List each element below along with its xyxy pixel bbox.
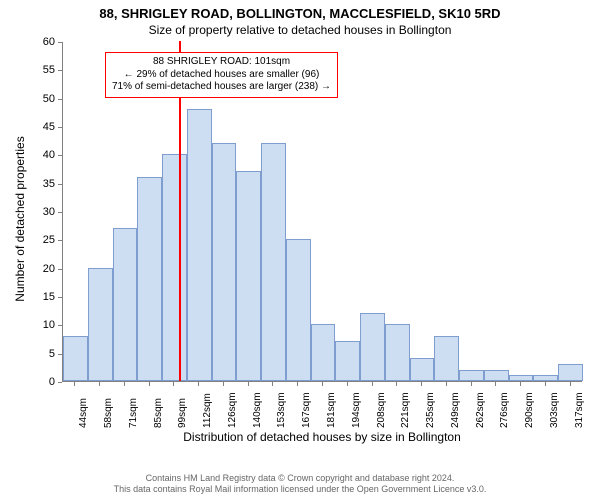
x-tick-mark xyxy=(347,382,348,386)
chart-area: Number of detached properties 0510152025… xyxy=(0,42,600,437)
x-tick-label: 249sqm xyxy=(450,392,461,428)
chart-container: 88, SHRIGLEY ROAD, BOLLINGTON, MACCLESFI… xyxy=(0,0,600,500)
x-tick-label: 194sqm xyxy=(351,392,362,428)
x-tick-label: 221sqm xyxy=(400,392,411,428)
x-tick-mark xyxy=(520,382,521,386)
annotation-line-2: ← 29% of detached houses are smaller (96… xyxy=(112,69,331,82)
footer-text: Contains HM Land Registry data © Crown c… xyxy=(0,473,600,496)
x-tick-label: 181sqm xyxy=(326,392,337,428)
bar xyxy=(212,143,237,381)
y-tick-label: 25 xyxy=(0,234,55,246)
bar xyxy=(385,324,410,381)
x-axis-label: Distribution of detached houses by size … xyxy=(62,430,582,444)
x-tick-label: 276sqm xyxy=(499,392,510,428)
bar xyxy=(360,313,385,381)
x-tick-label: 290sqm xyxy=(524,392,535,428)
page-title: 88, SHRIGLEY ROAD, BOLLINGTON, MACCLESFI… xyxy=(0,0,600,21)
x-tick-mark xyxy=(124,382,125,386)
x-tick-mark xyxy=(570,382,571,386)
y-tick-label: 45 xyxy=(0,121,55,133)
page-subtitle: Size of property relative to detached ho… xyxy=(0,21,600,37)
x-tick-mark xyxy=(272,382,273,386)
bar xyxy=(434,336,459,381)
bar xyxy=(187,109,212,381)
y-tick-label: 20 xyxy=(0,263,55,275)
x-tick-mark xyxy=(471,382,472,386)
y-tick-label: 60 xyxy=(0,36,55,48)
bar xyxy=(113,228,138,381)
bar xyxy=(558,364,583,381)
annotation-box: 88 SHRIGLEY ROAD: 101sqm ← 29% of detach… xyxy=(105,52,338,98)
x-tick-label: 112sqm xyxy=(202,393,213,428)
x-tick-label: 44sqm xyxy=(78,398,89,428)
bar xyxy=(261,143,286,381)
y-tick-label: 5 xyxy=(0,348,55,360)
x-tick-mark xyxy=(297,382,298,386)
y-tick-label: 40 xyxy=(0,149,55,161)
x-tick-label: 99sqm xyxy=(177,398,188,428)
y-tick-label: 30 xyxy=(0,206,55,218)
bar xyxy=(311,324,336,381)
bar xyxy=(484,370,509,381)
footer-line-2: This data contains Royal Mail informatio… xyxy=(0,484,600,496)
bar xyxy=(162,154,187,381)
y-tick-label: 10 xyxy=(0,319,55,331)
x-tick-label: 140sqm xyxy=(252,392,263,428)
x-tick-label: 71sqm xyxy=(128,398,139,428)
x-tick-mark xyxy=(396,382,397,386)
x-tick-label: 208sqm xyxy=(376,392,387,428)
bar xyxy=(137,177,162,381)
y-tick-label: 55 xyxy=(0,64,55,76)
bar xyxy=(286,239,311,381)
plot-region: 88 SHRIGLEY ROAD: 101sqm ← 29% of detach… xyxy=(62,42,582,382)
footer-line-1: Contains HM Land Registry data © Crown c… xyxy=(0,473,600,485)
x-tick-label: 235sqm xyxy=(425,392,436,428)
bar xyxy=(410,358,435,381)
x-tick-label: 85sqm xyxy=(153,398,164,428)
bar xyxy=(533,375,558,381)
x-tick-label: 303sqm xyxy=(549,392,560,428)
x-tick-mark xyxy=(372,382,373,386)
bar xyxy=(88,268,113,381)
bar xyxy=(63,336,88,381)
annotation-line-3: 71% of semi-detached houses are larger (… xyxy=(112,81,331,94)
y-tick-label: 35 xyxy=(0,178,55,190)
x-tick-label: 317sqm xyxy=(574,392,585,428)
y-tick-label: 0 xyxy=(0,376,55,388)
x-tick-mark xyxy=(198,382,199,386)
bar xyxy=(335,341,360,381)
x-tick-label: 126sqm xyxy=(227,392,238,428)
x-tick-label: 58sqm xyxy=(103,398,114,428)
x-tick-mark xyxy=(421,382,422,386)
x-tick-mark xyxy=(495,382,496,386)
x-tick-mark xyxy=(74,382,75,386)
x-tick-mark xyxy=(99,382,100,386)
x-tick-label: 167sqm xyxy=(301,392,312,428)
bar xyxy=(509,375,534,381)
annotation-line-1: 88 SHRIGLEY ROAD: 101sqm xyxy=(112,56,331,69)
bar xyxy=(459,370,484,381)
bar xyxy=(236,171,261,381)
y-tick-label: 50 xyxy=(0,93,55,105)
x-tick-label: 262sqm xyxy=(475,392,486,428)
x-tick-label: 153sqm xyxy=(276,392,287,428)
y-tick-label: 15 xyxy=(0,291,55,303)
x-tick-mark xyxy=(149,382,150,386)
y-tick-mark xyxy=(58,382,62,383)
x-tick-mark xyxy=(248,382,249,386)
x-tick-mark xyxy=(446,382,447,386)
x-tick-mark xyxy=(223,382,224,386)
x-tick-mark xyxy=(322,382,323,386)
x-tick-mark xyxy=(545,382,546,386)
x-tick-mark xyxy=(173,382,174,386)
